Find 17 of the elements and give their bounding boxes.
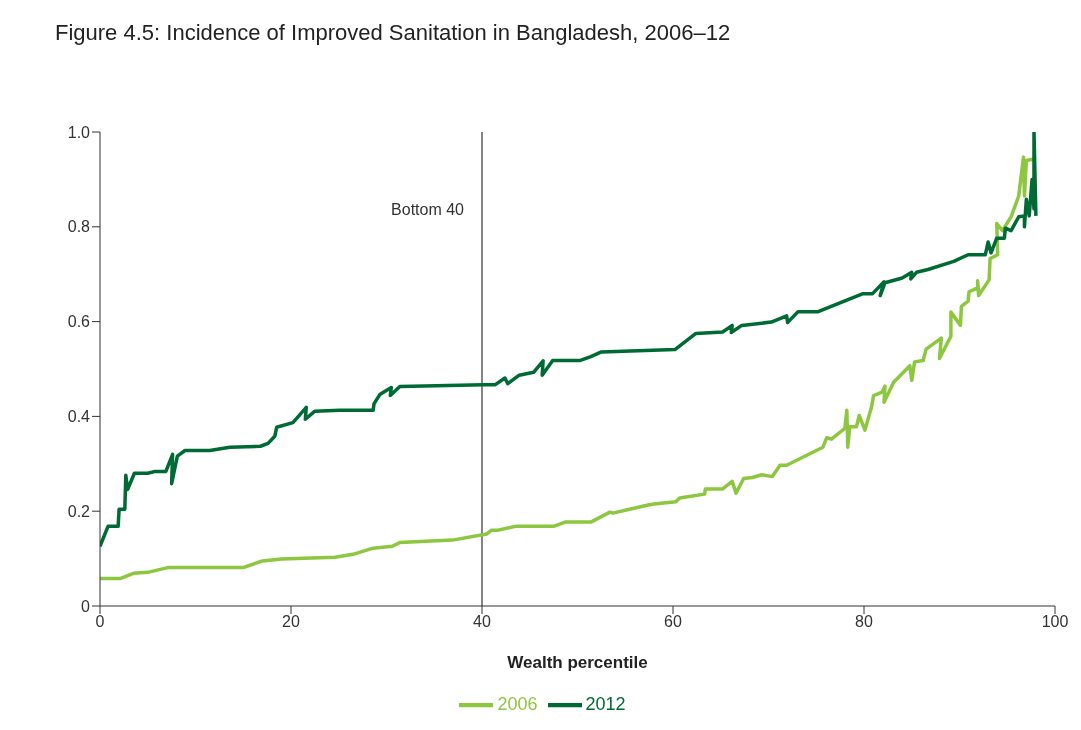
x-tick-label: 40 xyxy=(473,613,491,631)
y-tick-label: 1.0 xyxy=(67,123,91,141)
x-tick-label: 60 xyxy=(664,613,682,631)
x-tick-label: 0 xyxy=(95,613,105,631)
x-tick-label: 80 xyxy=(855,613,873,631)
y-tick-label: 0.2 xyxy=(67,502,91,520)
legend-label: 2012 xyxy=(585,693,626,714)
y-tick-label: 0.4 xyxy=(67,408,91,426)
y-tick-label: 0 xyxy=(81,597,91,615)
y-tick-label: 0.6 xyxy=(67,313,91,331)
x-tick-label: 100 xyxy=(1041,613,1069,631)
x-tick-label: 20 xyxy=(282,613,300,631)
y-tick-label: 0.8 xyxy=(67,218,91,236)
ref-line-label: Bottom 40 xyxy=(391,201,465,218)
x-axis-title: Wealth percentile xyxy=(507,653,648,672)
chart-title: Figure 4.5: Incidence of Improved Sanitation in Bangladesh, 2006–12 xyxy=(55,20,731,46)
legend-label: 2006 xyxy=(497,693,538,714)
